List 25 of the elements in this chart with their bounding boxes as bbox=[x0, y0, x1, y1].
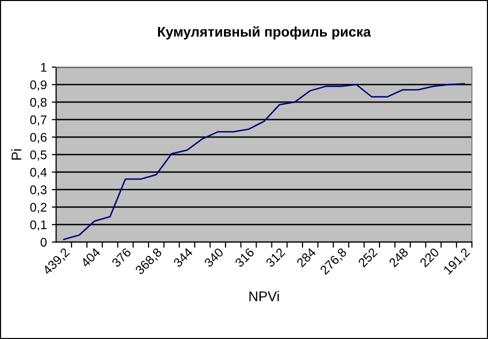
x-tick-label: 376 bbox=[111, 247, 132, 268]
y-tick-label: 0,3 bbox=[30, 185, 47, 196]
x-tick-label: 284 bbox=[296, 247, 316, 268]
y-axis-title: Pi bbox=[11, 149, 22, 160]
x-tick-label: 316 bbox=[234, 247, 255, 268]
x-tick-label: 220 bbox=[419, 247, 440, 268]
y-tick-label: 0,7 bbox=[30, 115, 46, 126]
y-tick-label: 0,4 bbox=[30, 168, 47, 178]
line-series bbox=[63, 83, 465, 240]
x-axis-title: NPVi bbox=[249, 291, 279, 302]
y-tick-label: 0,9 bbox=[30, 80, 46, 91]
x-tick-label: 312 bbox=[265, 247, 286, 268]
chart-title: Кумулятивный профиль риска bbox=[158, 26, 371, 40]
x-tick-label: 404 bbox=[80, 247, 101, 268]
y-tick-label: 0,5 bbox=[30, 150, 47, 161]
y-tick-label: 0,6 bbox=[30, 132, 47, 144]
y-tick-label: 1 bbox=[41, 63, 46, 72]
y-tick-label: 0,1 bbox=[30, 220, 46, 231]
y-tick-label: 0,8 bbox=[30, 98, 47, 108]
x-tick-label: 344 bbox=[172, 247, 194, 268]
y-tick-label: 0,2 bbox=[30, 202, 46, 214]
x-tick-label: 248 bbox=[388, 247, 409, 268]
x-tick-label: 340 bbox=[204, 247, 224, 268]
x-tick-label: 252 bbox=[358, 247, 378, 268]
y-tick-label: 0 bbox=[40, 238, 47, 247]
